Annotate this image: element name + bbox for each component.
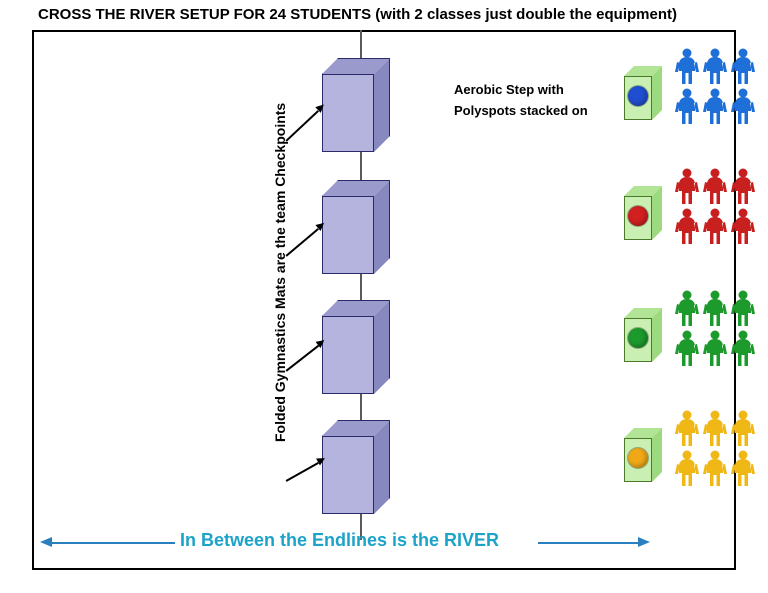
- polyspot-icon: [628, 206, 648, 226]
- person-icon: [730, 88, 756, 126]
- team-group: [674, 168, 756, 246]
- callout-line2: Polyspots stacked on: [454, 101, 588, 122]
- person-icon: [674, 48, 700, 86]
- gymnastics-mat: [322, 300, 390, 394]
- person-icon: [730, 410, 756, 448]
- team-group: [674, 48, 756, 126]
- person-icon: [674, 208, 700, 246]
- callout-aerobic-step: Aerobic Step with Polyspots stacked on: [454, 80, 588, 122]
- mat-front-face: [322, 74, 374, 152]
- person-icon: [702, 88, 728, 126]
- person-icon: [674, 88, 700, 126]
- person-icon: [702, 450, 728, 488]
- person-icon: [674, 450, 700, 488]
- page-title: CROSS THE RIVER SETUP FOR 24 STUDENTS (w…: [38, 6, 677, 23]
- person-icon: [674, 330, 700, 368]
- person-icon: [702, 168, 728, 206]
- mat-side-face: [374, 420, 390, 514]
- polyspot-icon: [628, 448, 648, 468]
- river-arrow-left: [50, 542, 175, 544]
- person-icon: [702, 290, 728, 328]
- polyspot-icon: [628, 328, 648, 348]
- mat-side-face: [374, 300, 390, 394]
- gymnastics-mat: [322, 180, 390, 274]
- person-icon: [674, 168, 700, 206]
- person-icon: [702, 410, 728, 448]
- aerobic-step: [624, 308, 662, 362]
- mat-front-face: [322, 316, 374, 394]
- river-arrow-left-cap: [40, 537, 52, 547]
- person-icon: [730, 450, 756, 488]
- gymnastics-mat: [322, 58, 390, 152]
- mat-front-face: [322, 196, 374, 274]
- team-group: [674, 290, 756, 368]
- aerobic-step: [624, 66, 662, 120]
- person-icon: [702, 208, 728, 246]
- person-icon: [674, 410, 700, 448]
- mat-side-face: [374, 180, 390, 274]
- river-arrow-right-cap: [638, 537, 650, 547]
- mat-front-face: [322, 436, 374, 514]
- river-arrow-right: [538, 542, 638, 544]
- team-group: [674, 410, 756, 488]
- aerobic-step: [624, 186, 662, 240]
- polyspot-icon: [628, 86, 648, 106]
- mat-side-face: [374, 58, 390, 152]
- person-icon: [730, 330, 756, 368]
- person-icon: [730, 290, 756, 328]
- vertical-label-checkpoints: Folded Gymnastics Mats are the team Chec…: [272, 103, 288, 442]
- aerobic-step: [624, 428, 662, 482]
- person-icon: [730, 208, 756, 246]
- callout-line1: Aerobic Step with: [454, 80, 588, 101]
- person-icon: [702, 330, 728, 368]
- gymnastics-mat: [322, 420, 390, 514]
- person-icon: [730, 48, 756, 86]
- person-icon: [730, 168, 756, 206]
- river-label: In Between the Endlines is the RIVER: [180, 530, 499, 551]
- person-icon: [674, 290, 700, 328]
- person-icon: [702, 48, 728, 86]
